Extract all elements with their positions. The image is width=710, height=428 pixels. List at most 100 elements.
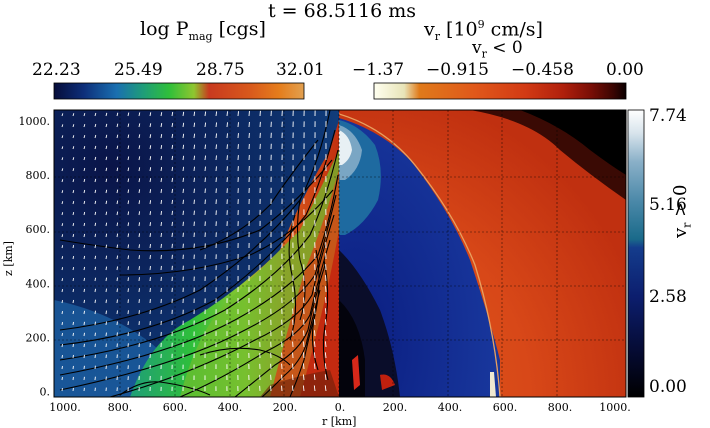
velocity-arrow — [127, 200, 130, 205]
velocity-arrow — [72, 146, 75, 150]
velocity-arrow — [105, 178, 108, 183]
right-colorbar-tick-1: −0.915 — [426, 60, 489, 80]
velocity-arrow — [61, 179, 64, 183]
right-colorbar-title: vr [109 cm/s] — [424, 18, 543, 44]
velocity-arrow — [171, 177, 174, 183]
velocity-arrow — [61, 278, 64, 282]
velocity-arrow — [138, 211, 141, 216]
velocity-arrow — [313, 374, 316, 381]
y-tick-label: 800. — [26, 169, 51, 182]
velocity-arrow — [171, 199, 173, 205]
x-axis-label: r [km] — [322, 415, 357, 428]
vr-pos-tick-3: 0.00 — [649, 377, 687, 397]
x-tick-label: 1000. — [599, 401, 631, 414]
y-tick-label: 1000. — [19, 115, 51, 128]
velocity-arrow — [72, 266, 75, 271]
velocity-arrow — [171, 166, 174, 172]
velocity-arrow — [116, 134, 119, 139]
velocity-arrow — [193, 122, 196, 128]
velocity-arrow — [237, 111, 239, 117]
velocity-arrow — [105, 145, 108, 150]
velocity-arrow — [313, 385, 316, 392]
velocity-arrow — [182, 177, 184, 183]
velocity-arrow — [116, 178, 119, 183]
velocity-arrow — [324, 330, 327, 337]
velocity-arrow — [138, 189, 141, 194]
velocity-arrow — [160, 167, 163, 172]
x-tick-label: 600. — [493, 401, 518, 414]
velocity-arrow — [105, 112, 108, 117]
velocity-arrow — [127, 244, 130, 249]
left-colorbar-tick-2: 28.75 — [196, 60, 245, 80]
velocity-arrow — [116, 200, 119, 205]
velocity-arrow — [138, 167, 141, 172]
velocity-arrow — [94, 244, 97, 249]
y-tick-label: 600. — [26, 223, 51, 236]
x-tick-label: 200. — [383, 401, 408, 414]
velocity-arrow — [302, 385, 305, 392]
velocity-arrow — [61, 212, 64, 216]
velocity-arrows — [61, 110, 327, 392]
velocity-arrow — [61, 157, 64, 161]
velocity-arrow — [83, 156, 86, 161]
velocity-arrow — [61, 256, 64, 260]
velocity-arrow — [138, 255, 140, 260]
velocity-arrow — [325, 308, 327, 315]
velocity-arrow — [61, 311, 63, 315]
velocity-arrow — [94, 255, 97, 260]
velocity-arrow — [61, 344, 63, 348]
right-colorbar-tick-3: 0.00 — [606, 60, 644, 80]
velocity-arrow — [303, 363, 305, 370]
velocity-arrow — [149, 145, 152, 150]
velocity-arrow — [160, 134, 163, 139]
velocity-arrow — [127, 233, 130, 238]
y-tick-label: 0. — [40, 386, 51, 399]
velocity-arrow — [72, 244, 75, 249]
velocity-arrow — [303, 352, 305, 359]
velocity-arrow — [292, 374, 294, 381]
velocity-arrow — [61, 245, 64, 249]
velocity-arrow — [160, 112, 163, 117]
velocity-arrow — [116, 244, 119, 249]
velocity-arrow — [313, 363, 316, 370]
velocity-arrow — [127, 189, 130, 194]
velocity-arrow — [83, 145, 86, 150]
velocity-arrow — [182, 144, 185, 150]
velocity-arrow — [61, 223, 64, 227]
velocity-arrow — [83, 288, 86, 293]
velocity-arrow — [72, 332, 74, 337]
velocity-arrow — [94, 266, 97, 271]
velocity-arrow — [204, 155, 206, 161]
velocity-arrow — [72, 299, 75, 304]
velocity-arrow — [127, 211, 130, 216]
vr-pos-tick-2: 2.58 — [649, 287, 687, 307]
x-tick-label: 400. — [218, 401, 243, 414]
velocity-arrow — [61, 113, 64, 117]
velocity-arrow — [105, 288, 107, 293]
x-tick-label: 1000. — [49, 401, 81, 414]
x-tick-label: 600. — [163, 401, 188, 414]
velocity-arrow — [182, 188, 184, 194]
velocity-arrow — [105, 277, 107, 282]
velocity-arrow — [149, 178, 152, 183]
velocity-arrow — [127, 266, 129, 271]
velocity-arrow — [324, 319, 327, 326]
velocity-arrow — [105, 167, 108, 172]
right-panel — [339, 110, 626, 397]
velocity-arrow — [83, 200, 86, 205]
velocity-arrow — [127, 145, 130, 150]
vr-pos-colorbar — [627, 109, 645, 398]
field-lines — [59, 110, 339, 397]
right-colorbar-tick-2: −0.458 — [511, 60, 574, 80]
velocity-arrow — [127, 134, 130, 139]
velocity-arrow — [83, 123, 86, 128]
velocity-arrow — [105, 233, 108, 238]
velocity-arrow — [83, 244, 86, 249]
velocity-arrow — [94, 222, 97, 227]
vr-pos-tick-0: 7.74 — [649, 106, 687, 126]
velocity-arrow — [215, 122, 218, 128]
velocity-arrow — [72, 223, 75, 227]
velocity-arrow — [182, 111, 185, 117]
velocity-arrow — [105, 266, 108, 271]
velocity-arrow — [138, 244, 140, 249]
